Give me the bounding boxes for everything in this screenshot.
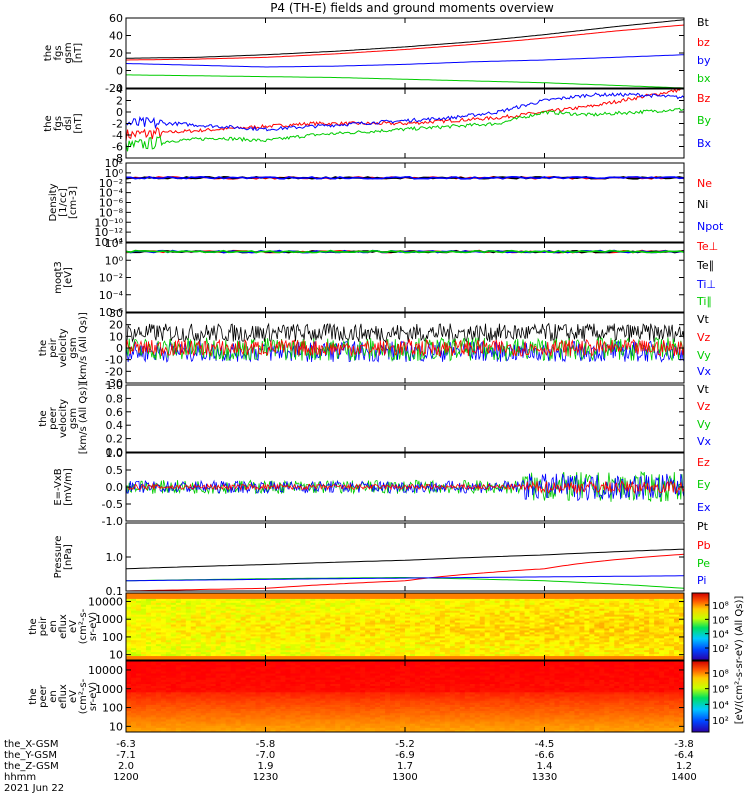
legend-label: Vz bbox=[697, 400, 711, 413]
panel-plot-area-fgs_dsl bbox=[126, 89, 684, 152]
legend-label: Vt bbox=[697, 313, 710, 326]
y-axis-label: [km/s (All Qs)] bbox=[78, 312, 89, 384]
y-tick-label: -0.5 bbox=[102, 498, 123, 511]
legend-label: Ex bbox=[697, 501, 711, 514]
legend-label: Vx bbox=[697, 365, 712, 378]
legend-label: Npot bbox=[697, 220, 724, 233]
legend-label: Ne bbox=[697, 177, 712, 190]
legend-label: Vt bbox=[697, 383, 710, 396]
legend-label: Pb bbox=[697, 539, 711, 552]
colorbar-tick-label: 10² bbox=[712, 644, 729, 655]
y-tick-label: 60 bbox=[109, 12, 123, 25]
panel-frame bbox=[126, 313, 684, 383]
series-line-Vt bbox=[126, 324, 684, 343]
y-tick-label: -1.0 bbox=[102, 515, 123, 528]
panel-plot-area-peir_velocity bbox=[126, 324, 684, 362]
panel-plot-area-efield bbox=[126, 472, 684, 502]
y-tick-label: 0 bbox=[116, 65, 123, 78]
y-tick-label: 10⁻² bbox=[99, 272, 123, 285]
y-tick-label: 0.0 bbox=[106, 481, 124, 494]
y-tick-label: 1.0 bbox=[106, 447, 124, 460]
legend-label: Bz bbox=[697, 92, 711, 105]
series-line-Bx bbox=[126, 93, 684, 131]
legend-label: Ey bbox=[697, 478, 711, 491]
colorbar bbox=[692, 593, 709, 660]
y-axis-label: [nT] bbox=[73, 113, 84, 133]
y-tick-label: 10² bbox=[105, 237, 123, 250]
legend-label: By bbox=[697, 114, 712, 127]
y-tick-label: 0.8 bbox=[106, 392, 124, 405]
panel-frame bbox=[126, 163, 684, 242]
panel-plot-area-fgs bbox=[126, 20, 684, 88]
y-tick-label: 0.4 bbox=[106, 419, 124, 432]
y-tick-label: 0.5 bbox=[106, 464, 124, 477]
legend-label: Vx bbox=[697, 435, 712, 448]
panel-frame bbox=[126, 385, 684, 452]
legend-label: Ti∥ bbox=[696, 295, 712, 308]
chart-title: P4 (TH-E) fields and ground moments over… bbox=[270, 1, 554, 15]
legend-label: Ni bbox=[697, 198, 708, 211]
panel-plot-area-peir_eflux bbox=[126, 593, 685, 661]
y-axis-label: [nT] bbox=[73, 43, 84, 63]
y-axis-label: [mV/m] bbox=[63, 468, 74, 506]
panel-plot-area-peer_eflux bbox=[126, 661, 685, 733]
colorbar-tick-label: 10⁴ bbox=[712, 630, 729, 641]
series-line-Bt bbox=[126, 20, 684, 59]
panel-plot-area-pressure bbox=[126, 549, 684, 591]
legend-label: by bbox=[697, 54, 711, 67]
legend-label: Ti⊥ bbox=[696, 278, 716, 291]
y-tick-label: 10 bbox=[109, 649, 123, 662]
panel-plot-area-density bbox=[126, 177, 684, 179]
y-tick-label: 0.6 bbox=[106, 406, 124, 419]
legend-label: bx bbox=[697, 72, 711, 85]
legend-label: Pt bbox=[697, 520, 709, 533]
y-tick-label: 1.0 bbox=[106, 551, 124, 564]
panel-plot-area-temperature bbox=[126, 251, 684, 253]
legend-label: Bt bbox=[697, 16, 710, 29]
series-line-bz bbox=[126, 25, 684, 60]
legend-label: Pe bbox=[697, 557, 710, 570]
y-axis-label: sr-eV) bbox=[88, 612, 99, 641]
y-axis-label: [eV] bbox=[63, 267, 74, 288]
colorbar-tick-label: 10⁶ bbox=[712, 615, 729, 626]
legend-label: Te∥ bbox=[696, 259, 714, 272]
y-axis-label: [km/s (All Qs)] bbox=[78, 383, 89, 455]
y-tick-label: 1000 bbox=[95, 613, 123, 626]
legend-label: Vz bbox=[697, 331, 711, 344]
series-line-Pi bbox=[126, 576, 684, 581]
y-axis-label: [nPa] bbox=[63, 544, 74, 570]
y-tick-label: 1.0 bbox=[106, 379, 124, 392]
legend-label: Ez bbox=[697, 456, 710, 469]
y-axis-label: [cm-3] bbox=[68, 186, 79, 219]
colorbar-tick-label: 10⁸ bbox=[712, 601, 729, 612]
legend-label: Bx bbox=[697, 137, 712, 150]
y-tick-label: 0.2 bbox=[106, 433, 124, 446]
legend-label: Vy bbox=[697, 418, 711, 431]
y-tick-label: 10000 bbox=[88, 595, 123, 608]
y-tick-label: 20 bbox=[109, 47, 123, 60]
legend-label: bz bbox=[697, 36, 710, 49]
y-tick-label: 40 bbox=[109, 30, 123, 43]
legend-label: Pi bbox=[697, 574, 706, 587]
y-tick-label: 100 bbox=[102, 631, 123, 644]
legend-label: Te⊥ bbox=[696, 240, 718, 253]
panel-density: 10²10⁰10⁻²10⁻⁴10⁻⁶10⁻⁸10⁻¹⁰10⁻¹²10⁻¹⁴Den… bbox=[48, 157, 724, 249]
series-line-Pt bbox=[126, 549, 684, 569]
legend-label: Vy bbox=[697, 349, 711, 362]
y-tick-label: 10⁻⁴ bbox=[99, 289, 124, 302]
y-tick-label: 10⁰ bbox=[105, 254, 124, 267]
